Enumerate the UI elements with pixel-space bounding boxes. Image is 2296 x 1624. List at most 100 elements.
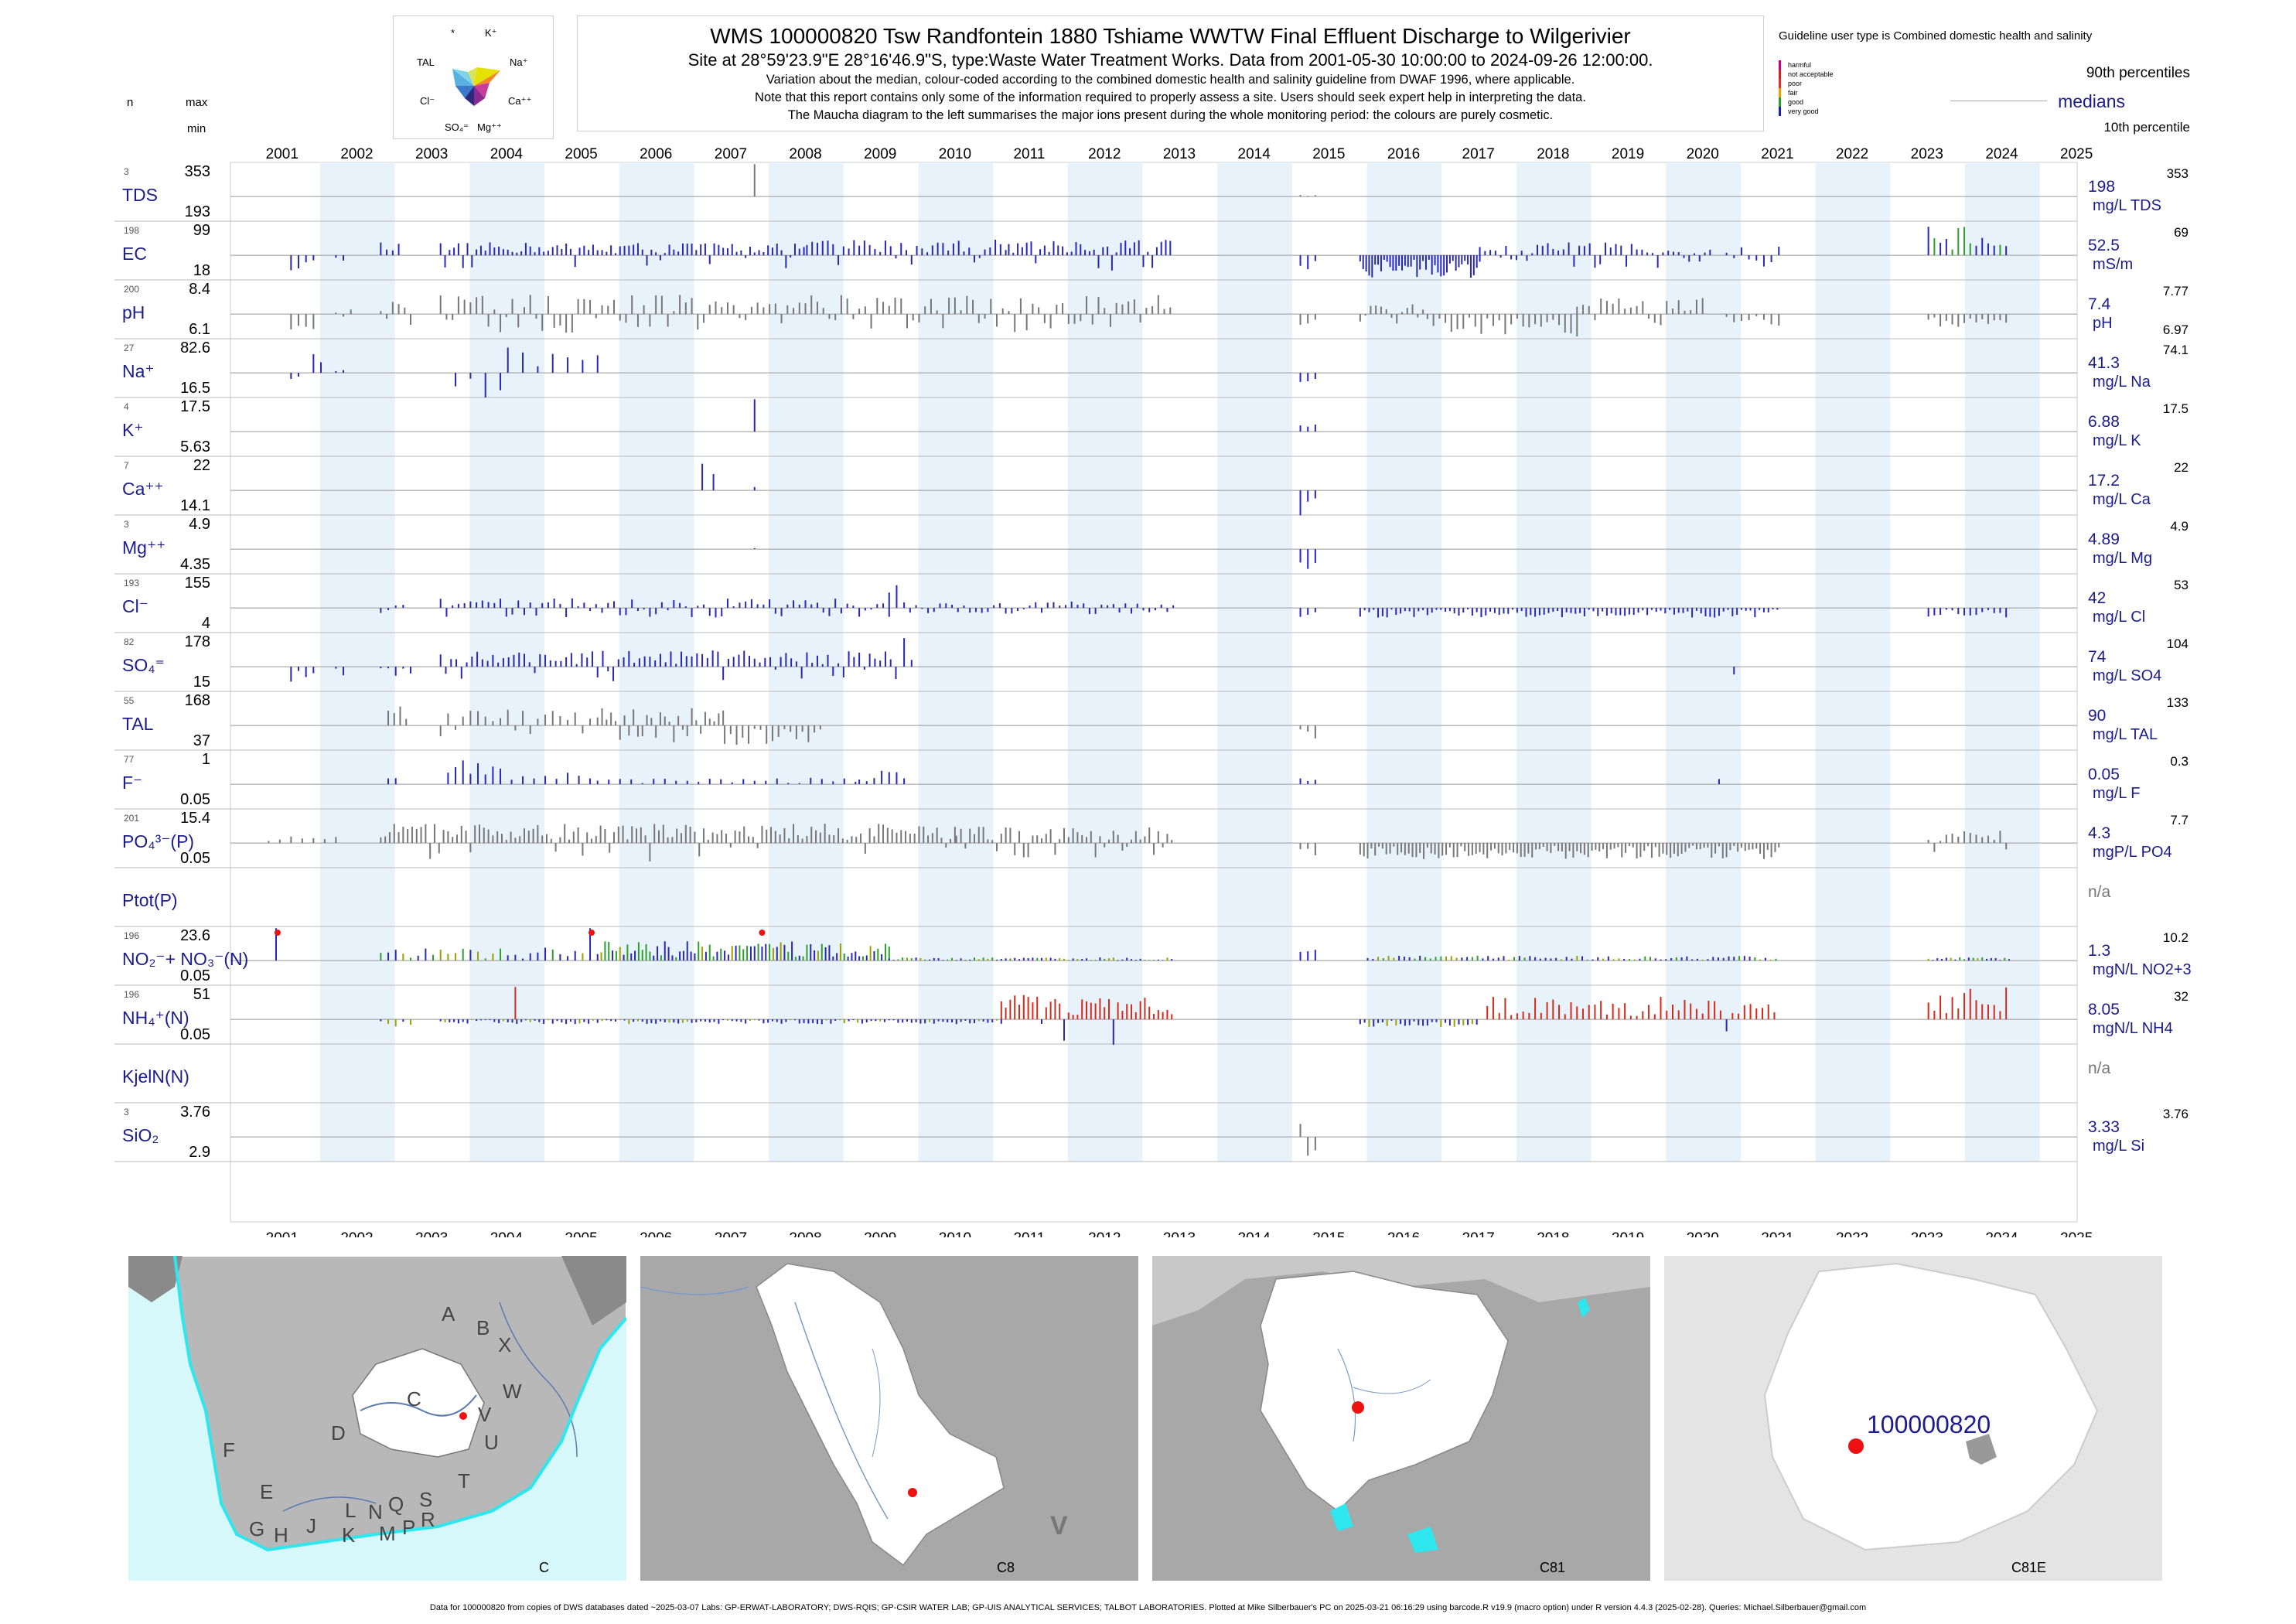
bar-ec [713,243,715,256]
year-band [1516,162,1592,1162]
bar-ec [1169,241,1172,256]
bar-cl [517,600,520,609]
bar-tal [729,725,732,735]
bar-ec [1307,255,1309,270]
bar-nh4 [610,1019,612,1022]
bar-nh4 [875,1019,877,1022]
bar-ec [1688,255,1690,262]
bar-po4 [1009,827,1012,844]
bar-ec [936,242,939,256]
bar-tal [700,725,702,734]
bar-po4 [977,827,980,844]
bar-f [675,780,677,785]
bar-ph [487,314,490,327]
bar-nox [1607,956,1609,961]
bar-na [567,357,569,374]
bar-ec [900,243,902,256]
bar-ec [1428,255,1430,260]
bar-po4 [1975,834,1977,844]
year-band [469,162,545,1162]
bar-ph [708,305,711,315]
bar-ec [1048,251,1050,256]
bar-po4 [1636,843,1638,859]
bar-cl [1124,603,1127,609]
bar-nh4 [677,1019,680,1024]
bar-tal [393,712,395,726]
bar-po4 [878,824,880,844]
bar-po4 [801,838,803,844]
bar-ph [786,305,789,315]
bar-nh4 [1600,1001,1602,1020]
map-letter-h: H [274,1523,288,1547]
bar-so4 [790,658,793,667]
bar-cl [1695,608,1697,611]
bar-nox [686,941,688,961]
bar-po4 [684,824,687,844]
bar-f [753,780,756,785]
bar-sio2 [1299,1124,1302,1138]
bar-tal [574,712,576,726]
panel-min-cl: 4 [202,615,210,632]
bar-po4 [1438,843,1440,858]
bar-so4 [903,638,906,667]
bar-ec [556,245,558,256]
panel-median-tds: 198 [2088,178,2115,196]
bar-nh4 [1725,1019,1728,1032]
bar-ec [1583,246,1585,256]
bar-nh4 [776,1019,778,1022]
bar-nox [1487,956,1489,961]
bar-ph [1993,314,1995,321]
bar-po4 [278,839,281,844]
bar-cl [577,606,579,609]
bar-na [582,360,584,374]
panel-p90-k: 17.5 [2163,401,2189,416]
bar-ec [1455,255,1457,271]
bar-cl [1373,608,1375,610]
panel-max-mg: 4.9 [189,516,210,533]
bar-ec [551,247,554,256]
year-tick-bottom: 2005 [565,1230,597,1237]
year-tick-bottom: 2006 [640,1230,672,1237]
bar-cl [643,608,645,610]
bar-nh4 [410,1019,412,1025]
bar-po4 [1628,843,1630,847]
bar-ec [1374,255,1377,265]
bar-po4 [1385,843,1387,855]
bar-cl [1772,608,1774,610]
maucha-diagram: * K⁺ TAL Na⁺ Cl⁻ Ca⁺⁺ SO₄⁼ Mg⁺⁺ [393,15,554,139]
bar-ec [534,252,536,256]
bar-nox [537,952,539,961]
bar-tal [795,725,797,739]
bar-cl [1557,608,1559,611]
bar-nh4 [790,1019,792,1021]
bar-nox [1018,959,1021,961]
bar-cl [858,608,861,617]
legend-label: harmful [1788,61,1812,69]
panel-max-po4: 15.4 [180,810,210,827]
bar-nh4 [686,1019,688,1022]
bar-po4 [658,830,660,844]
year-tick-bottom: 2022 [1836,1230,1868,1237]
legend-label: poor [1788,80,1803,87]
bar-tal [1314,725,1316,739]
bar-nox [757,943,759,961]
bar-ec [838,255,840,265]
bar-ph [1522,314,1524,327]
bar-ph [1133,299,1135,315]
bar-ec [1499,255,1502,258]
bar-nox [761,946,763,961]
bar-ph [571,314,573,333]
bar-po4 [1703,843,1705,848]
bar-f [500,768,502,785]
bar-po4 [388,832,391,844]
bar-nox [1372,958,1374,961]
bar-nox [1990,957,1992,961]
bar-nox [888,958,890,961]
bar-nh4 [974,1019,976,1024]
bar-cl [655,608,657,615]
bar-po4 [1148,827,1151,844]
bar-cl [804,600,807,609]
bar-nh4 [740,1019,742,1022]
bar-cl [1005,608,1007,614]
bar-nox [881,954,883,961]
